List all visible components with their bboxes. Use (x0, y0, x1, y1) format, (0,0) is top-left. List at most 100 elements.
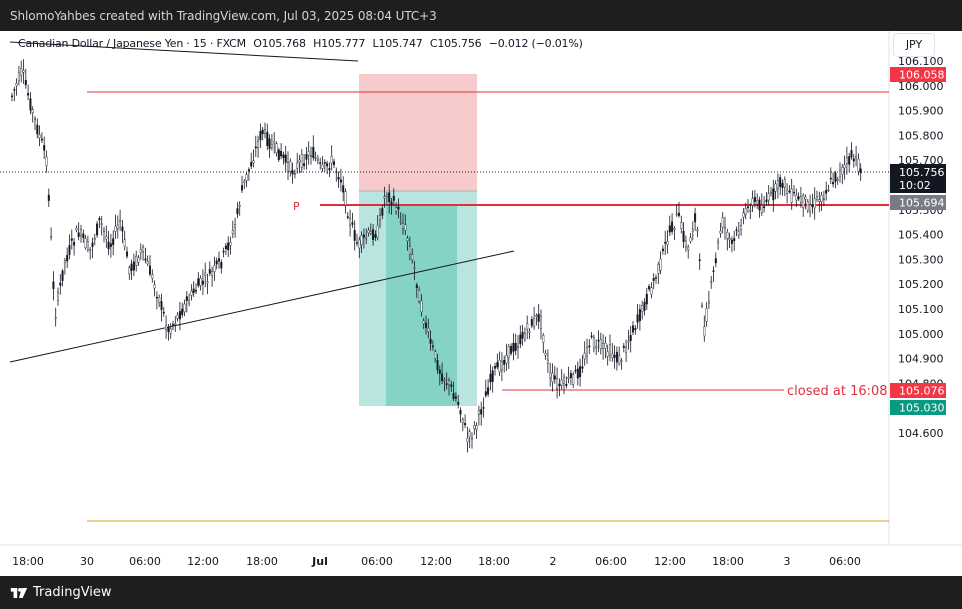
candle-body (684, 240, 687, 248)
candle-body (277, 149, 280, 160)
time-tick-label: 12:00 (420, 555, 452, 568)
candle-body (464, 423, 467, 426)
candle-body (132, 261, 135, 271)
candle-body (765, 199, 768, 203)
candle-body (215, 260, 218, 265)
candle-body (22, 70, 25, 73)
price-badges: 106.058 105.756 10:02 105.694 105.076 10… (890, 67, 946, 415)
candle-body (275, 143, 278, 153)
candle-body (560, 379, 563, 386)
candle-body (758, 199, 761, 211)
candle-body (413, 267, 416, 269)
candle-body (558, 383, 561, 387)
price-tick-label: 104.600 (898, 427, 944, 440)
candle-body (797, 196, 800, 200)
candle-body (696, 229, 699, 232)
price-tick-label: 104.900 (898, 353, 944, 366)
candle-body (622, 345, 625, 348)
candle-body (535, 315, 538, 317)
candle-body (542, 335, 545, 343)
candle-body (158, 297, 161, 304)
candle-body (54, 316, 57, 319)
candle-body (751, 198, 754, 206)
candle-body (169, 328, 172, 334)
candle-body (756, 200, 759, 205)
candle-body (737, 231, 740, 235)
candle-body (13, 89, 16, 91)
time-tick-label: 06:00 (129, 555, 161, 568)
candle-body (673, 227, 676, 230)
ascending-trendline[interactable] (9, 250, 515, 363)
candle-body (245, 174, 248, 181)
candle-body (855, 156, 858, 159)
candle-body (176, 314, 179, 319)
candle-body (620, 360, 623, 362)
candle-body (307, 151, 310, 156)
candle-body (503, 360, 506, 365)
candle-body (181, 308, 184, 315)
tradingview-brand: TradingView (33, 585, 112, 600)
candle-body (841, 166, 844, 175)
candle-body (650, 287, 653, 295)
candle-body (289, 161, 292, 172)
candle-body (107, 241, 110, 250)
candle-body (390, 201, 393, 206)
candle-body (627, 340, 630, 343)
candle-body (793, 191, 796, 194)
time-tick-label: 18:00 (478, 555, 510, 568)
candle-body (799, 196, 802, 203)
candle-body (724, 226, 727, 229)
candle-body (599, 339, 602, 349)
candle-body (721, 217, 724, 228)
candle-body (264, 129, 267, 135)
candle-body (397, 206, 400, 210)
chart-canvas[interactable]: P closed at 16:08 106.100106.000105.9001… (0, 31, 962, 576)
candle-body (638, 309, 641, 322)
candle-body (457, 401, 460, 405)
time-tick-label: 18:00 (12, 555, 44, 568)
candle-body (266, 131, 269, 146)
candle-body (487, 387, 490, 395)
candle-body (445, 383, 448, 385)
candle-body (629, 335, 632, 341)
candle-body (459, 409, 462, 415)
currency-button[interactable]: JPY (893, 33, 935, 57)
candle-body (91, 242, 94, 248)
candle-body (730, 239, 733, 244)
candle-body (634, 327, 637, 331)
candle-body (146, 261, 149, 265)
price-tick-label: 105.200 (898, 278, 944, 291)
candle-body (565, 383, 568, 386)
chart-panel[interactable]: Canadian Dollar / Japanese Yen · 15 · FX… (0, 31, 962, 576)
candle-body (167, 327, 170, 332)
candle-body (549, 372, 552, 379)
symbol-title[interactable]: Canadian Dollar / Japanese Yen · 15 · FX… (18, 37, 246, 50)
price-tick-label: 105.800 (898, 129, 944, 142)
price-tick-label: 105.000 (898, 328, 944, 341)
candle-body (174, 323, 177, 325)
candle-body (834, 172, 837, 182)
candle-body (606, 351, 609, 357)
price-axis[interactable]: 106.100 106.000 105.900 105.800 105.700 105.6… (898, 55, 944, 440)
closed-price-text: 105.076 (899, 385, 945, 398)
candle-body (199, 278, 202, 286)
time-axis[interactable]: 18:00 30 06:00 12:00 18:00 Jul 06:00 12:00 18:00… (12, 555, 861, 568)
candle-body (415, 284, 418, 288)
snapshot-caption: ShlomoYahbes created with TradingView.co… (10, 9, 437, 23)
candle-body (632, 325, 635, 333)
tradingview-logo[interactable]: TradingView (10, 585, 112, 600)
time-tick-label: 18:00 (712, 555, 744, 568)
candle-body (680, 222, 683, 229)
time-tick-label: 30 (80, 555, 94, 568)
candle-body (360, 235, 363, 245)
price-tick-label: 105.900 (898, 105, 944, 118)
candle-body (698, 259, 701, 261)
descending-trendline[interactable] (9, 41, 359, 62)
candle-body (89, 249, 92, 251)
candle-body (572, 374, 575, 385)
ohlc-open: O105.768 (253, 37, 306, 50)
candle-body (399, 220, 402, 223)
symbol-legend: Canadian Dollar / Japanese Yen · 15 · FX… (18, 37, 587, 50)
ohlc-close: C105.756 (429, 37, 482, 50)
candle-body (645, 293, 648, 305)
